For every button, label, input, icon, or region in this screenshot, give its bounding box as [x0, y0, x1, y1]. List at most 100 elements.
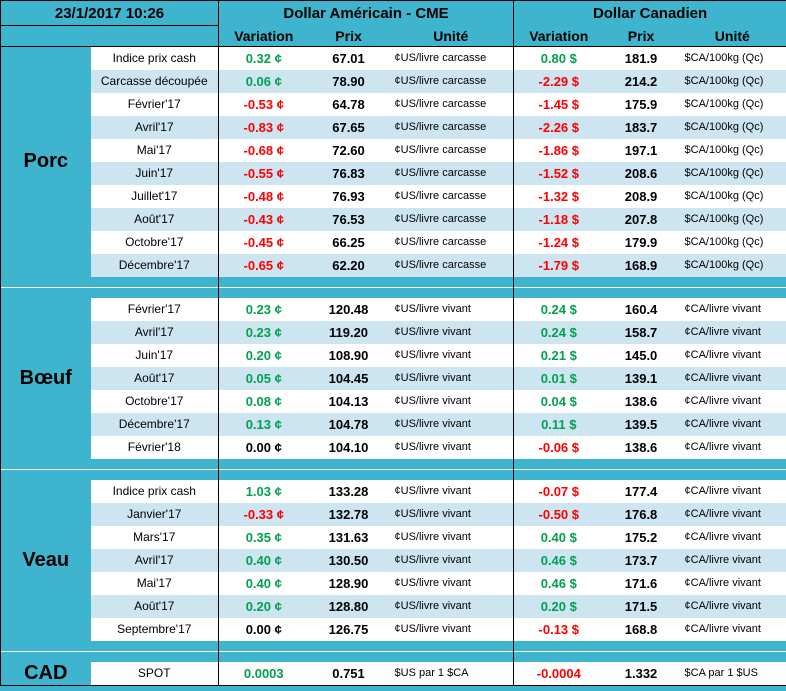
usd-price-value: 67.01: [308, 46, 389, 70]
row-label: Août'17: [90, 366, 219, 390]
usd-variation-value: -0.83 ¢: [218, 115, 309, 139]
table-row: Juin'17 0.20 ¢ 108.90 ¢US/livre vivant 0.21 …: [1, 343, 786, 367]
usd-unit-label: ¢US/livre carcasse: [388, 46, 514, 70]
cad-unit-label: $CA/100kg (Qc): [678, 253, 786, 277]
row-label: Août'17: [90, 207, 219, 231]
row-label: Juin'17: [90, 343, 219, 367]
table-row: Veau Indice prix cash 1.03 ¢ 133.28 ¢US/livr…: [0, 479, 786, 641]
cad-variation-value: -2.29 $: [513, 69, 604, 93]
usd-variation-value: 0.32 ¢: [218, 46, 309, 70]
separator-cell: [218, 640, 309, 662]
usd-variation-value: 0.00 ¢: [218, 617, 309, 641]
usd-variation-value: 0.20 ¢: [218, 594, 309, 618]
table-row: Bœuf Février'17 0.23 ¢ 120.48 ¢US/livre viva…: [0, 297, 786, 459]
cad-price-value: 158.7: [603, 320, 679, 344]
usd-unit-label: ¢US/livre carcasse: [388, 115, 514, 139]
usd-price-value: 76.83: [308, 161, 389, 185]
usd-variation-value: 0.23 ¢: [218, 320, 309, 344]
separator-cell: [308, 458, 389, 480]
table-row: Avril'17 0.40 ¢ 130.50 ¢US/livre vivant 0.46…: [1, 548, 786, 572]
cad-variation-value: 0.24 $: [513, 297, 604, 321]
usd-price-header: Prix: [308, 25, 389, 47]
cad-variation-value: 0.01 $: [513, 366, 604, 390]
cad-unit-label: $CA/100kg (Qc): [678, 115, 786, 139]
cad-group-header: Dollar Canadien: [513, 0, 786, 26]
usd-price-value: 78.90: [308, 69, 389, 93]
cad-variation-value: -1.86 $: [513, 138, 604, 162]
row-label: Avril'17: [90, 115, 219, 139]
cad-price-value: 214.2: [603, 69, 679, 93]
usd-variation-value: -0.43 ¢: [218, 207, 309, 231]
section-label: CAD: [0, 661, 91, 685]
separator-cell: [678, 640, 786, 662]
cad-price-value: 171.6: [603, 571, 679, 595]
cad-variation-value: -1.79 $: [513, 253, 604, 277]
cad-price-value: 176.8: [603, 502, 679, 526]
usd-unit-label: ¢US/livre vivant: [388, 525, 514, 549]
separator-cell: [603, 640, 679, 662]
table-row: Mai'17 0.40 ¢ 128.90 ¢US/livre vivant 0.46 $…: [1, 571, 786, 595]
cad-variation-value: 0.46 $: [513, 548, 604, 572]
section-separator: [0, 458, 786, 480]
cad-unit-label: ¢CA/livre vivant: [678, 435, 786, 459]
cad-price-value: 208.9: [603, 184, 679, 208]
cad-variation-value: -1.45 $: [513, 92, 604, 116]
cad-price-value: 139.1: [603, 366, 679, 390]
usd-unit-label: ¢US/livre carcasse: [388, 253, 514, 277]
table-row: Avril'17 -0.83 ¢ 67.65 ¢US/livre carcasse -2…: [1, 115, 786, 139]
usd-variation-value: 0.0003: [218, 661, 309, 685]
cad-price-value: 139.5: [603, 412, 679, 436]
cad-unit-label: ¢CA/livre vivant: [678, 366, 786, 390]
table-row: Mai'17 -0.68 ¢ 72.60 ¢US/livre carcasse -1.8…: [1, 138, 786, 162]
usd-group-header: Dollar Américain - CME: [218, 0, 514, 26]
usd-unit-label: ¢US/livre vivant: [388, 479, 514, 503]
separator-cell: [388, 458, 514, 480]
row-label: Octobre'17: [90, 230, 219, 254]
usd-unit-label: ¢US/livre vivant: [388, 389, 514, 413]
row-label: Indice prix cash: [90, 479, 219, 503]
cad-variation-value: 0.20 $: [513, 594, 604, 618]
usd-variation-value: 0.20 ¢: [218, 343, 309, 367]
usd-unit-label: ¢US/livre vivant: [388, 412, 514, 436]
cad-price-value: 168.9: [603, 253, 679, 277]
table-header-group-row: 23/1/2017 10:26 Dollar Américain - CME D…: [0, 0, 786, 26]
usd-price-value: 128.80: [308, 594, 389, 618]
cad-variation-value: 0.11 $: [513, 412, 604, 436]
usd-price-value: 66.25: [308, 230, 389, 254]
separator-cell: [90, 276, 219, 298]
table-row: Juillet'17 -0.48 ¢ 76.93 ¢US/livre carcasse…: [1, 184, 786, 208]
row-label: Octobre'17: [90, 389, 219, 413]
usd-variation-value: 0.40 ¢: [218, 571, 309, 595]
separator-cell: [603, 276, 679, 298]
cad-unit-label: $CA/100kg (Qc): [678, 46, 786, 70]
usd-variation-header: Variation: [218, 25, 309, 47]
table-row: Juin'17 -0.55 ¢ 76.83 ¢US/livre carcasse -1.…: [1, 161, 786, 185]
usd-unit-label: $US par 1 $CA: [388, 661, 514, 685]
usd-variation-value: 0.35 ¢: [218, 525, 309, 549]
separator-cell: [678, 458, 786, 480]
cad-variation-value: 0.04 $: [513, 389, 604, 413]
usd-variation-value: -0.55 ¢: [218, 161, 309, 185]
cad-price-value: 171.5: [603, 594, 679, 618]
separator-cell: [218, 276, 309, 298]
usd-price-value: 120.48: [308, 297, 389, 321]
usd-variation-value: -0.33 ¢: [218, 502, 309, 526]
table-row: Décembre'17 -0.65 ¢ 62.20 ¢US/livre carcass…: [1, 253, 786, 277]
section-label: Porc: [0, 46, 91, 277]
cad-variation-value: -1.32 $: [513, 184, 604, 208]
table-row: Août'17 -0.43 ¢ 76.53 ¢US/livre carcasse -1.…: [1, 207, 786, 231]
section-separator: [0, 640, 786, 662]
usd-unit-header: Unité: [388, 25, 514, 47]
cad-unit-label: ¢CA/livre vivant: [678, 548, 786, 572]
cad-price-value: 181.9: [603, 46, 679, 70]
cad-variation-value: 0.46 $: [513, 571, 604, 595]
row-label: Juillet'17: [90, 184, 219, 208]
cad-price-value: 160.4: [603, 297, 679, 321]
usd-unit-label: ¢US/livre vivant: [388, 571, 514, 595]
table-row: Août'17 0.05 ¢ 104.45 ¢US/livre vivant 0.01 …: [1, 366, 786, 390]
usd-price-value: 0.751: [308, 661, 389, 685]
usd-price-value: 76.93: [308, 184, 389, 208]
usd-variation-value: -0.65 ¢: [218, 253, 309, 277]
usd-variation-value: 0.08 ¢: [218, 389, 309, 413]
table-row: Août'17 0.20 ¢ 128.80 ¢US/livre vivant 0.20 …: [1, 594, 786, 618]
